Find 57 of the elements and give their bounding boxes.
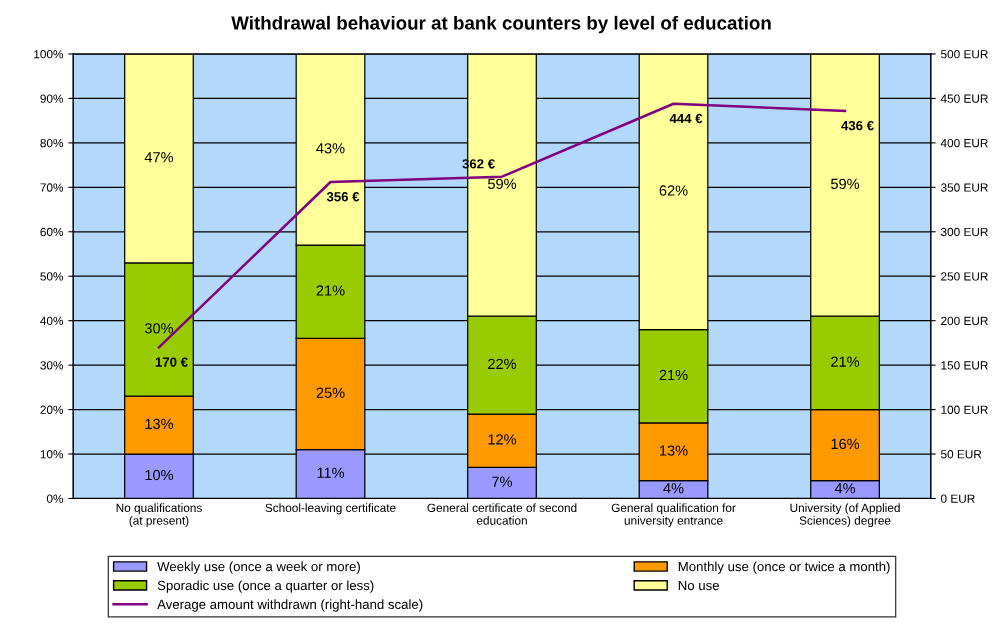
legend-label: Sporadic use (once a quarter or less) bbox=[157, 580, 374, 593]
y-tick-label: 90% bbox=[40, 94, 64, 103]
y-tick-label: 100% bbox=[34, 50, 64, 59]
data-label: 47% bbox=[144, 152, 174, 163]
x-tick-label: General qualification for university entrance bbox=[611, 503, 736, 528]
data-label: 4% bbox=[663, 483, 684, 494]
y2-tick-label: 100 EUR bbox=[941, 405, 988, 414]
x-tick-label: General certificate of second education bbox=[427, 503, 577, 525]
y-tick-label: 30% bbox=[40, 361, 64, 370]
y-tick-label: 10% bbox=[40, 450, 64, 459]
data-label: 22% bbox=[488, 358, 517, 369]
data-label: 11% bbox=[317, 467, 345, 478]
y-tick-label: 50% bbox=[40, 272, 64, 281]
data-label: 59% bbox=[487, 178, 517, 190]
data-label: 10% bbox=[145, 469, 174, 481]
y2-tick-label: 250 EUR bbox=[941, 272, 988, 281]
y2-tick-label: 150 EUR bbox=[941, 361, 988, 370]
x-tick-label: No qualifications (at present) bbox=[116, 503, 202, 528]
data-label: 25% bbox=[316, 387, 345, 398]
data-label: 436 € bbox=[841, 120, 874, 131]
legend-label: Weekly use (once a week or more) bbox=[157, 561, 360, 574]
legend-label: Average amount withdrawn (right-hand scale) bbox=[157, 599, 423, 612]
data-label: 170 € bbox=[155, 357, 188, 367]
y-tick-label: 60% bbox=[40, 227, 64, 237]
y2-tick-label: 300 EUR bbox=[940, 227, 988, 237]
y-tick-label: 80% bbox=[40, 138, 64, 148]
data-label: 356 € bbox=[326, 192, 360, 202]
y-tick-label: 20% bbox=[40, 405, 64, 414]
chart-title: Withdrawal behaviour at bank counters by level of education bbox=[231, 15, 771, 34]
y2-tick-label: 200 EUR bbox=[941, 316, 988, 326]
y-tick-label: 40% bbox=[40, 316, 64, 326]
data-label: 13% bbox=[145, 418, 174, 430]
data-label: 16% bbox=[831, 438, 860, 450]
y2-tick-label: 400 EUR bbox=[940, 138, 988, 148]
data-label: 12% bbox=[488, 434, 517, 445]
y2-tick-label: 50 EUR bbox=[940, 450, 982, 459]
y2-tick-label: 500 EUR bbox=[940, 50, 988, 59]
data-label: 30% bbox=[144, 323, 174, 334]
y2-tick-label: 0 EUR bbox=[940, 494, 975, 503]
legend-label: No use bbox=[678, 580, 719, 591]
y2-tick-label: 350 EUR bbox=[940, 183, 988, 192]
x-tick-label: University (of Applied Sciences) degree bbox=[790, 503, 900, 528]
data-label: 21% bbox=[831, 356, 860, 367]
y-tick-label: 70% bbox=[40, 183, 64, 192]
x-tick-label: School-leaving certificate bbox=[265, 503, 396, 515]
data-label: 444 € bbox=[669, 113, 703, 124]
data-label: 13% bbox=[660, 445, 688, 456]
data-label: 21% bbox=[659, 369, 688, 381]
data-label: 62% bbox=[659, 185, 688, 196]
legend-label: Monthly use (once or twice a month) bbox=[678, 561, 890, 574]
data-label: 7% bbox=[492, 476, 513, 487]
data-label: 43% bbox=[316, 143, 345, 154]
y2-tick-label: 450 EUR bbox=[940, 94, 988, 103]
data-label: 21% bbox=[316, 285, 345, 296]
y-tick-label: 0% bbox=[46, 494, 64, 503]
data-label: 4% bbox=[834, 483, 856, 494]
data-label: 59% bbox=[831, 178, 860, 190]
